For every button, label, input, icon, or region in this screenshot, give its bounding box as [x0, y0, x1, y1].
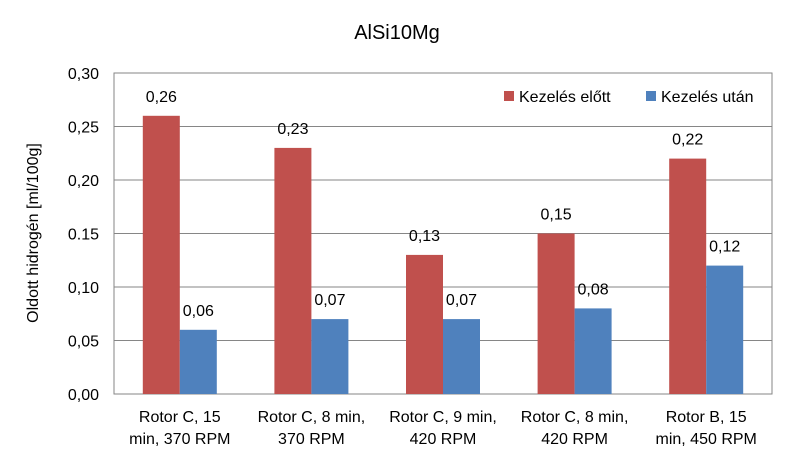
- legend-label: Kezelés után: [661, 89, 754, 106]
- data-label: 0,12: [709, 239, 740, 256]
- category-label: 370 RPM: [278, 431, 345, 448]
- bar: [311, 319, 349, 394]
- category-label: min, 370 RPM: [129, 431, 230, 448]
- data-label: 0,13: [409, 228, 440, 245]
- y-tick-label: 0,30: [68, 66, 99, 83]
- y-tick-label: 0.15: [68, 227, 99, 244]
- legend-label: Kezelés előtt: [519, 89, 611, 106]
- data-label: 0,08: [578, 281, 609, 298]
- category-label: Rotor C, 8 min,: [521, 409, 629, 426]
- bar: [574, 308, 612, 394]
- bar: [406, 254, 443, 394]
- y-tick-labels: 0,00 0,05 0,10 0.15 0,20 0,25 0,30: [68, 66, 99, 404]
- data-label: 0,07: [446, 292, 477, 309]
- legend-swatch: [504, 91, 514, 101]
- category-label: 420 RPM: [410, 431, 477, 448]
- category-label: 420 RPM: [541, 431, 608, 448]
- category-label: min, 450 RPM: [656, 431, 757, 448]
- category-label: Rotor C, 15: [139, 409, 221, 426]
- y-axis-title: Oldott hidrogén [ml/100g]: [25, 143, 42, 323]
- data-labels: 0,26 0,06 0,23 0,07 0,13 0,07 0,15 0,08 0,22 0,12: [146, 89, 741, 320]
- chart-title: AlSi10Mg: [354, 22, 440, 44]
- bar: [179, 329, 217, 394]
- y-tick-label: 0,20: [68, 173, 99, 190]
- data-label: 0,15: [541, 207, 572, 224]
- bar: [274, 147, 312, 394]
- data-label: 0,06: [183, 303, 214, 320]
- data-label: 0,23: [277, 121, 308, 138]
- bar: [706, 265, 744, 394]
- y-tick-label: 0,10: [68, 280, 99, 297]
- y-tick-label: 0,25: [68, 120, 99, 137]
- bar: [443, 319, 480, 394]
- bar: [669, 158, 707, 394]
- data-label: 0,22: [672, 132, 703, 149]
- y-tick-label: 0,05: [68, 334, 99, 351]
- category-label: Rotor C, 8 min,: [258, 409, 366, 426]
- bar: [537, 233, 575, 394]
- bar: [142, 115, 180, 395]
- bars: [142, 115, 744, 395]
- legend: Kezelés előtt Kezelés után: [504, 89, 754, 106]
- category-label: Rotor B, 15: [666, 409, 747, 426]
- data-label: 0,26: [146, 89, 177, 106]
- category-label: Rotor C, 9 min,: [389, 409, 497, 426]
- y-tick-label: 0,00: [68, 387, 99, 404]
- data-label: 0,07: [314, 292, 345, 309]
- category-labels: Rotor C, 15 min, 370 RPM Rotor C, 8 min, 37…: [129, 409, 757, 448]
- legend-swatch: [646, 91, 656, 101]
